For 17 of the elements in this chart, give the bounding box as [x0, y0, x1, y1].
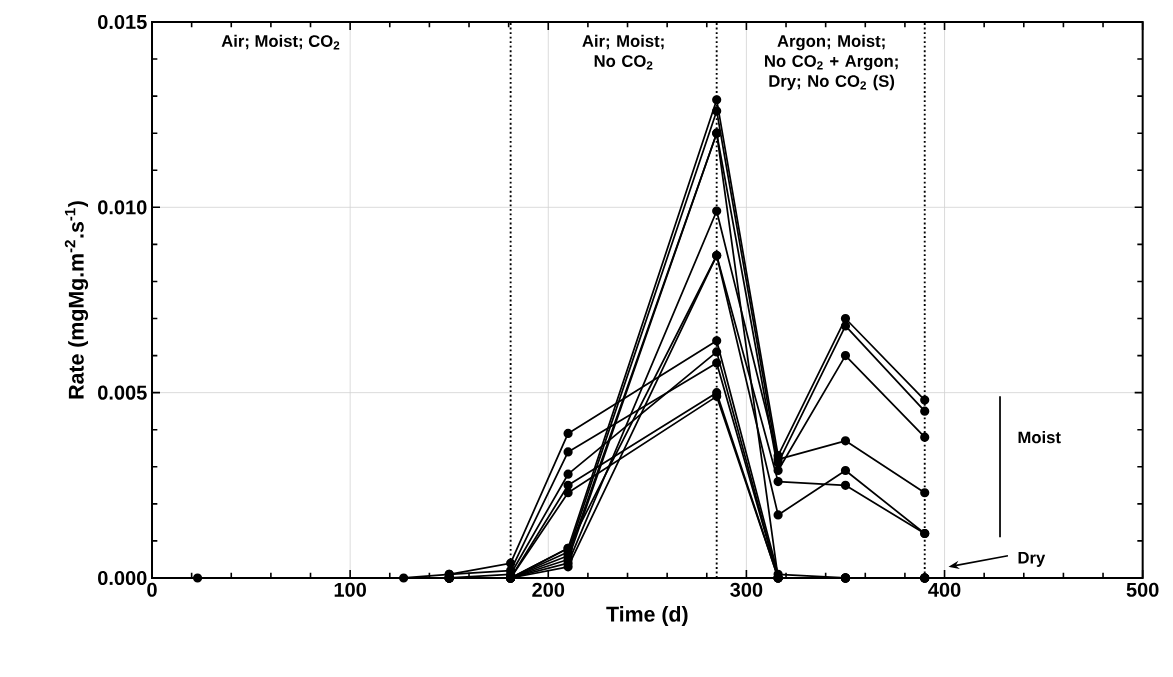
annotation: Air; Moist; No CO$_{2}$: [582, 34, 664, 70]
x-tick-label: 500: [1126, 582, 1159, 597]
x-tick-label: 0: [147, 582, 157, 597]
annotation: Argon; Moist; No CO$_{2}$ + Argon; Dry; No CO$_{2}$ (S): [765, 34, 898, 91]
annotation: Air; Moist; CO$_{2}$: [221, 34, 340, 50]
y-axis-title: Rate (mgMg.m$^{-2}$.s$^{-1}$): [64, 201, 89, 399]
x-tick-label: 300: [730, 582, 763, 597]
annotation: Moist: [1018, 431, 1061, 444]
x-tick-label: 400: [928, 582, 961, 597]
annotation: Dry: [1018, 552, 1046, 567]
x-tick-label: 100: [334, 582, 366, 597]
y-tick-label: 0.010: [98, 200, 147, 215]
y-tick-label: 0.000: [98, 570, 147, 586]
x-tick-label: 200: [532, 582, 565, 597]
x-axis-title: Time (d): [606, 606, 688, 626]
y-tick-label: 0.015: [98, 14, 147, 30]
y-tick-label: 0.005: [98, 385, 147, 400]
